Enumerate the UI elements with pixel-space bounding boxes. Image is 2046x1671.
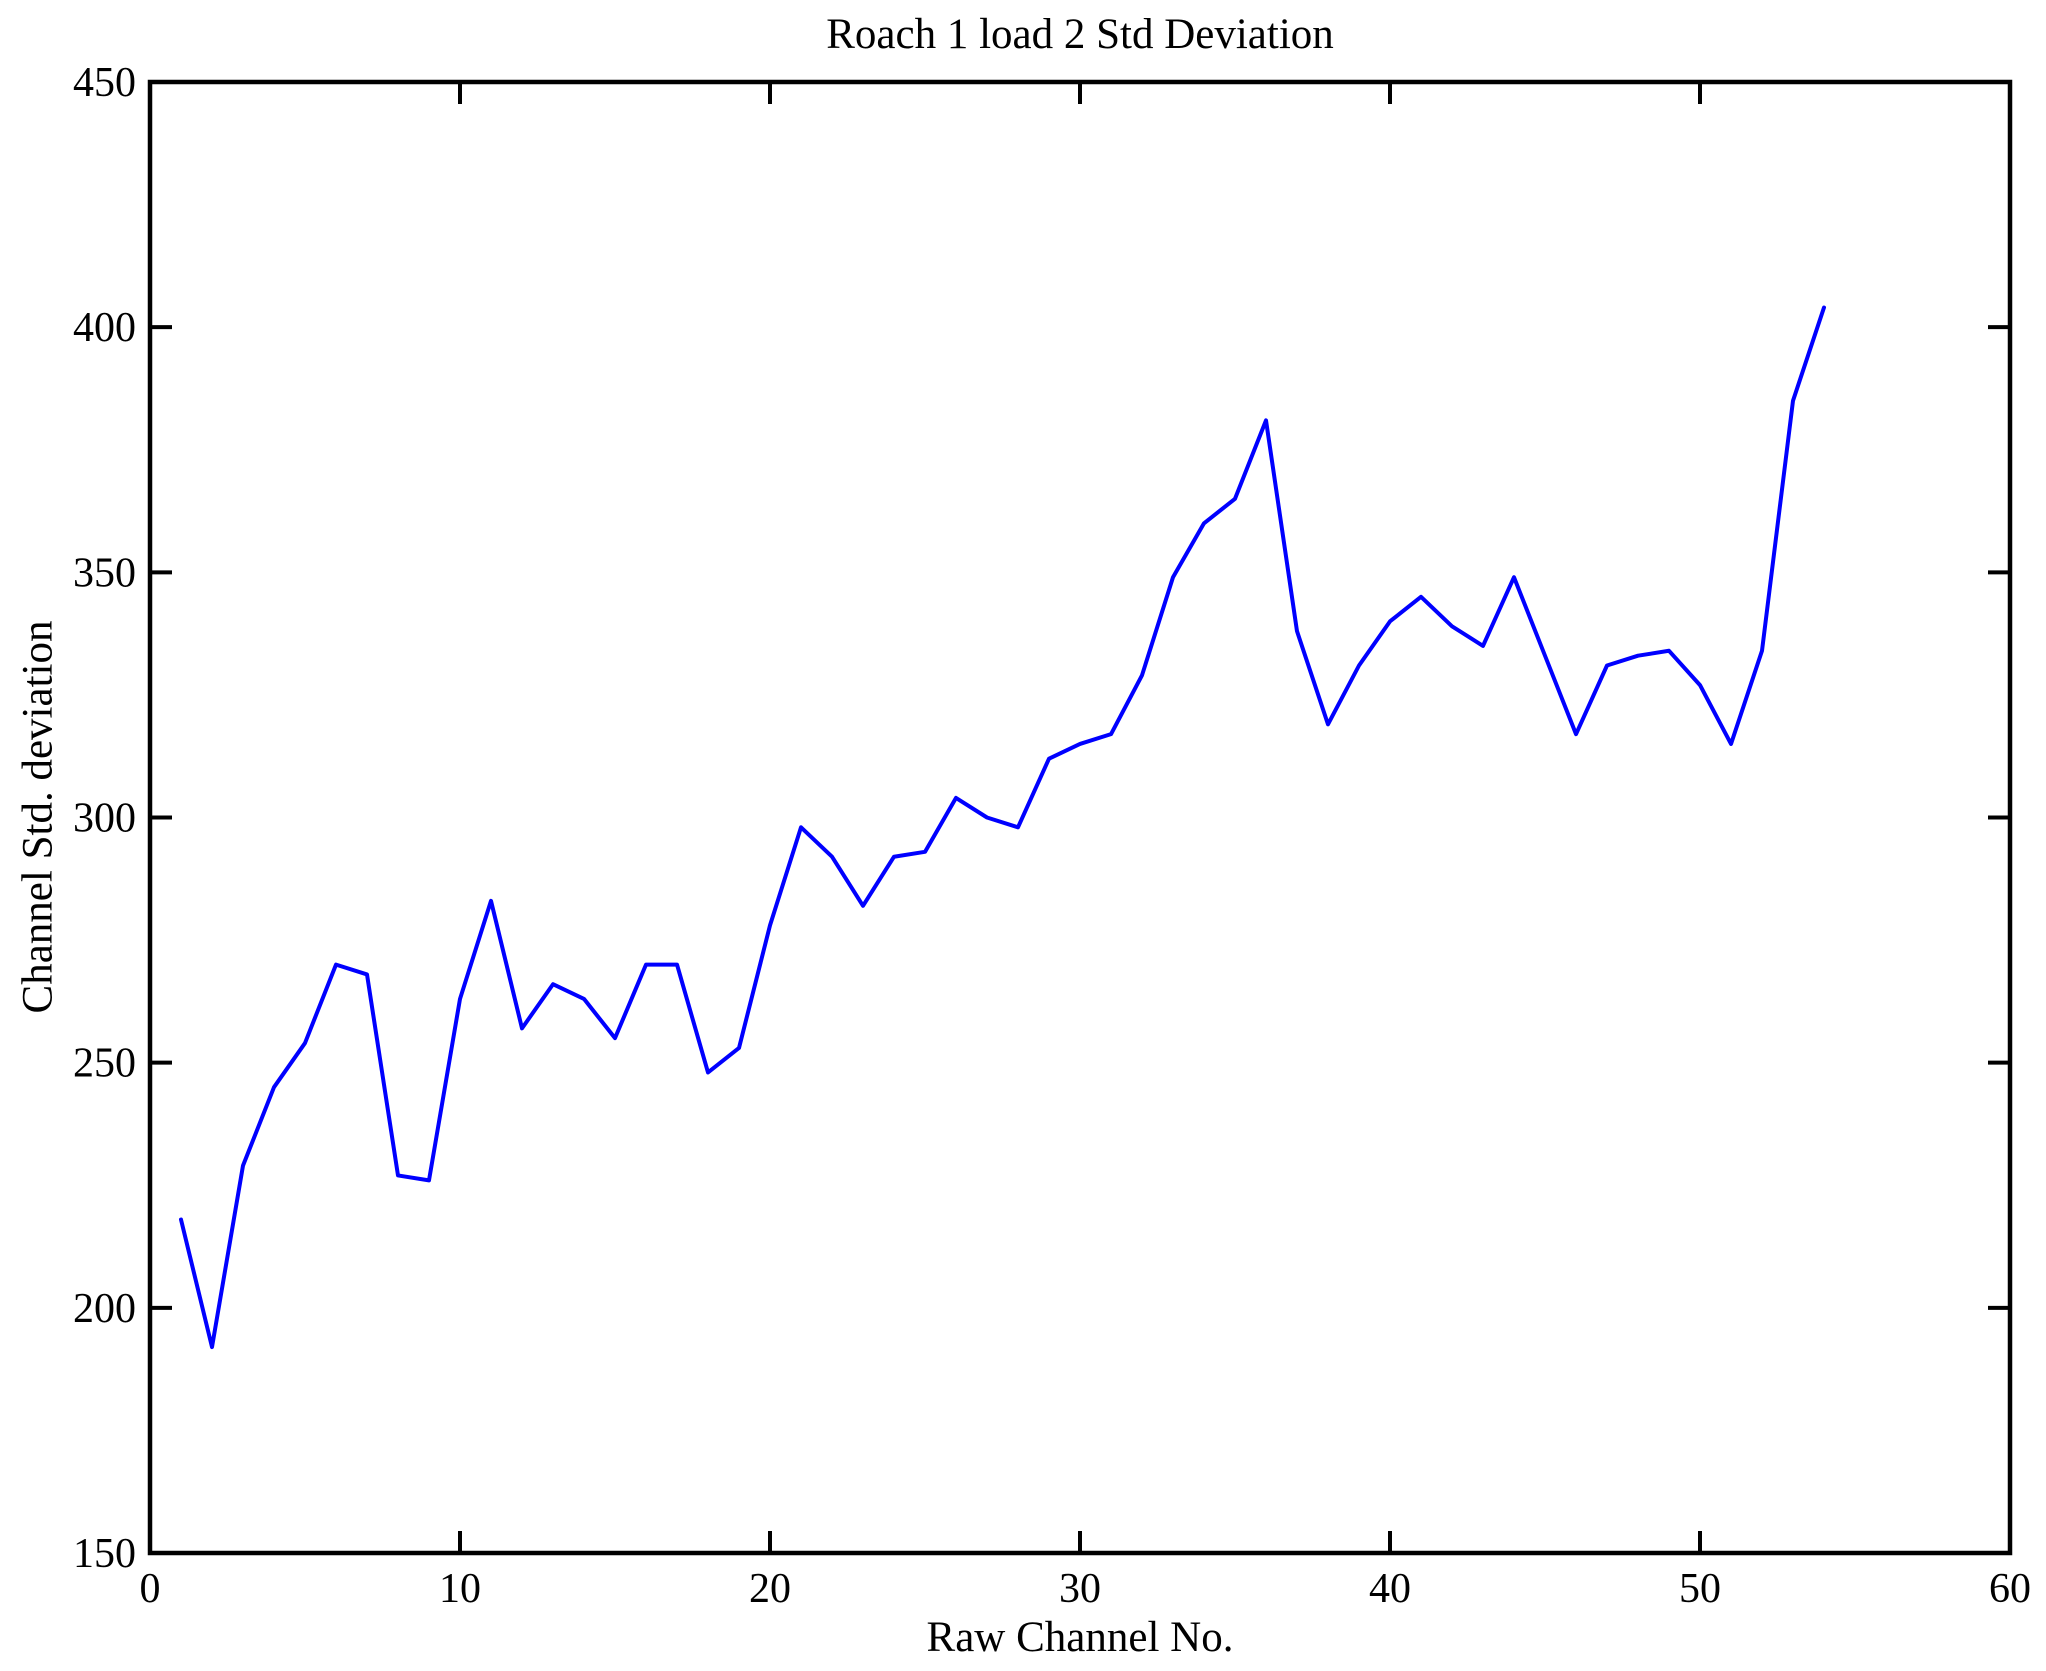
x-tick-label: 30 bbox=[1059, 1566, 1101, 1612]
x-tick-label: 20 bbox=[749, 1566, 791, 1612]
chart-title: Roach 1 load 2 Std Deviation bbox=[826, 11, 1334, 58]
plot-box bbox=[147, 79, 2013, 1556]
y-tick-label: 450 bbox=[73, 60, 136, 106]
x-axis-label: Raw Channel No. bbox=[926, 1614, 1234, 1661]
y-tick-label: 250 bbox=[73, 1041, 136, 1087]
y-tick-label: 350 bbox=[73, 550, 136, 596]
y-tick-label: 150 bbox=[73, 1531, 136, 1577]
x-tick-label: 10 bbox=[439, 1566, 481, 1612]
x-tick-label: 0 bbox=[140, 1566, 161, 1612]
x-tick-label: 50 bbox=[1679, 1566, 1721, 1612]
std-deviation-series-line bbox=[179, 305, 1826, 1350]
y-tick-label: 300 bbox=[73, 796, 136, 842]
y-tick-label: 400 bbox=[73, 305, 136, 351]
y-tick-label: 200 bbox=[73, 1286, 136, 1332]
x-tick-label: 40 bbox=[1369, 1566, 1411, 1612]
x-tick-label: 60 bbox=[1989, 1566, 2031, 1612]
